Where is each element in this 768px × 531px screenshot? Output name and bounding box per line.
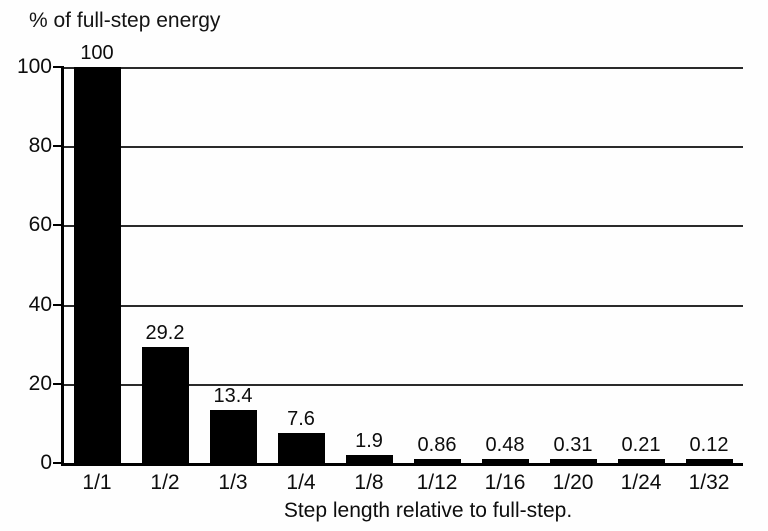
bar-1/4 bbox=[277, 433, 325, 463]
y-tick-mark-80 bbox=[53, 145, 62, 147]
y-tick-mark-40 bbox=[53, 304, 62, 306]
bar-value-label: 1.9 bbox=[355, 430, 383, 452]
bar-slot-1/32: 0.12 bbox=[675, 67, 743, 463]
y-axis-line bbox=[61, 66, 64, 466]
bar-slot-1/3: 13.4 bbox=[199, 67, 267, 463]
y-tick-mark-60 bbox=[53, 224, 62, 226]
chart-title: % of full-step energy bbox=[29, 9, 221, 32]
bar-value-label: 0.86 bbox=[417, 434, 457, 456]
gridline-100 bbox=[63, 67, 743, 69]
plot-area: 100 29.2 13.4 7.6 1.9 0.86 0.48 0.31 0.21 0.12 bbox=[63, 42, 743, 463]
bar-slot-1/12: 0.86 bbox=[403, 67, 471, 463]
bar-value-label: 0.48 bbox=[485, 434, 525, 456]
bar-value-label: 13.4 bbox=[213, 385, 253, 407]
bar-1/12 bbox=[413, 459, 461, 463]
bar-slot-1/1: 100 bbox=[63, 42, 131, 463]
x-tick-label-1/3: 1/3 bbox=[218, 471, 248, 494]
bar-value-label: 29.2 bbox=[145, 322, 185, 344]
y-tick-label-80: 80 bbox=[28, 134, 52, 157]
y-tick-label-100: 100 bbox=[16, 55, 52, 78]
x-axis-line bbox=[61, 463, 743, 466]
gridline-40 bbox=[63, 305, 743, 307]
bar-slot-1/8: 1.9 bbox=[335, 67, 403, 463]
bar-slot-1/16: 0.48 bbox=[471, 67, 539, 463]
bar-1/16 bbox=[481, 459, 529, 463]
gridline-20 bbox=[63, 384, 743, 386]
bar-value-label: 100 bbox=[80, 42, 114, 64]
x-axis-title: Step length relative to full-step. bbox=[283, 499, 573, 522]
y-tick-mark-0 bbox=[53, 462, 62, 464]
bars-container: 100 29.2 13.4 7.6 1.9 0.86 0.48 0.31 0.21 0.12 bbox=[63, 42, 743, 463]
x-tick-label-1/24: 1/24 bbox=[620, 471, 662, 494]
x-axis-labels: 1/1 1/2 1/3 1/4 1/8 1/12 1/16 1/20 1/24 1/32 bbox=[63, 471, 743, 495]
x-tick-label-1/4: 1/4 bbox=[286, 471, 316, 494]
bar-1/24 bbox=[617, 459, 665, 463]
y-tick-label-40: 40 bbox=[28, 293, 52, 316]
bar-value-label: 0.31 bbox=[553, 434, 593, 456]
bar-1/2 bbox=[141, 347, 189, 463]
bar-1/1 bbox=[73, 67, 121, 463]
x-tick-label-1/8: 1/8 bbox=[354, 471, 384, 494]
bar-1/3 bbox=[209, 410, 257, 463]
bar-value-label: 0.21 bbox=[621, 434, 661, 456]
gridline-80 bbox=[63, 146, 743, 148]
x-tick-label-1/20: 1/20 bbox=[552, 471, 594, 494]
bar-1/20 bbox=[549, 459, 597, 463]
y-tick-label-20: 20 bbox=[28, 372, 52, 395]
bar-slot-1/24: 0.21 bbox=[607, 67, 675, 463]
y-tick-mark-20 bbox=[53, 383, 62, 385]
bar-1/8 bbox=[345, 455, 393, 463]
x-tick-label-1/1: 1/1 bbox=[82, 471, 112, 494]
x-tick-label-1/16: 1/16 bbox=[484, 471, 526, 494]
bar-1/32 bbox=[685, 459, 733, 463]
y-tick-mark-100 bbox=[53, 66, 62, 68]
bar-value-label: 0.12 bbox=[689, 434, 729, 456]
gridline-60 bbox=[63, 225, 743, 227]
y-tick-label-0: 0 bbox=[40, 451, 52, 474]
x-tick-label-1/32: 1/32 bbox=[688, 471, 730, 494]
x-tick-label-1/12: 1/12 bbox=[416, 471, 458, 494]
y-tick-label-60: 60 bbox=[28, 213, 52, 236]
bar-slot-1/4: 7.6 bbox=[267, 67, 335, 463]
bar-value-label: 7.6 bbox=[287, 408, 315, 430]
x-tick-label-1/2: 1/2 bbox=[150, 471, 180, 494]
bar-slot-1/20: 0.31 bbox=[539, 67, 607, 463]
bar-slot-1/2: 29.2 bbox=[131, 67, 199, 463]
